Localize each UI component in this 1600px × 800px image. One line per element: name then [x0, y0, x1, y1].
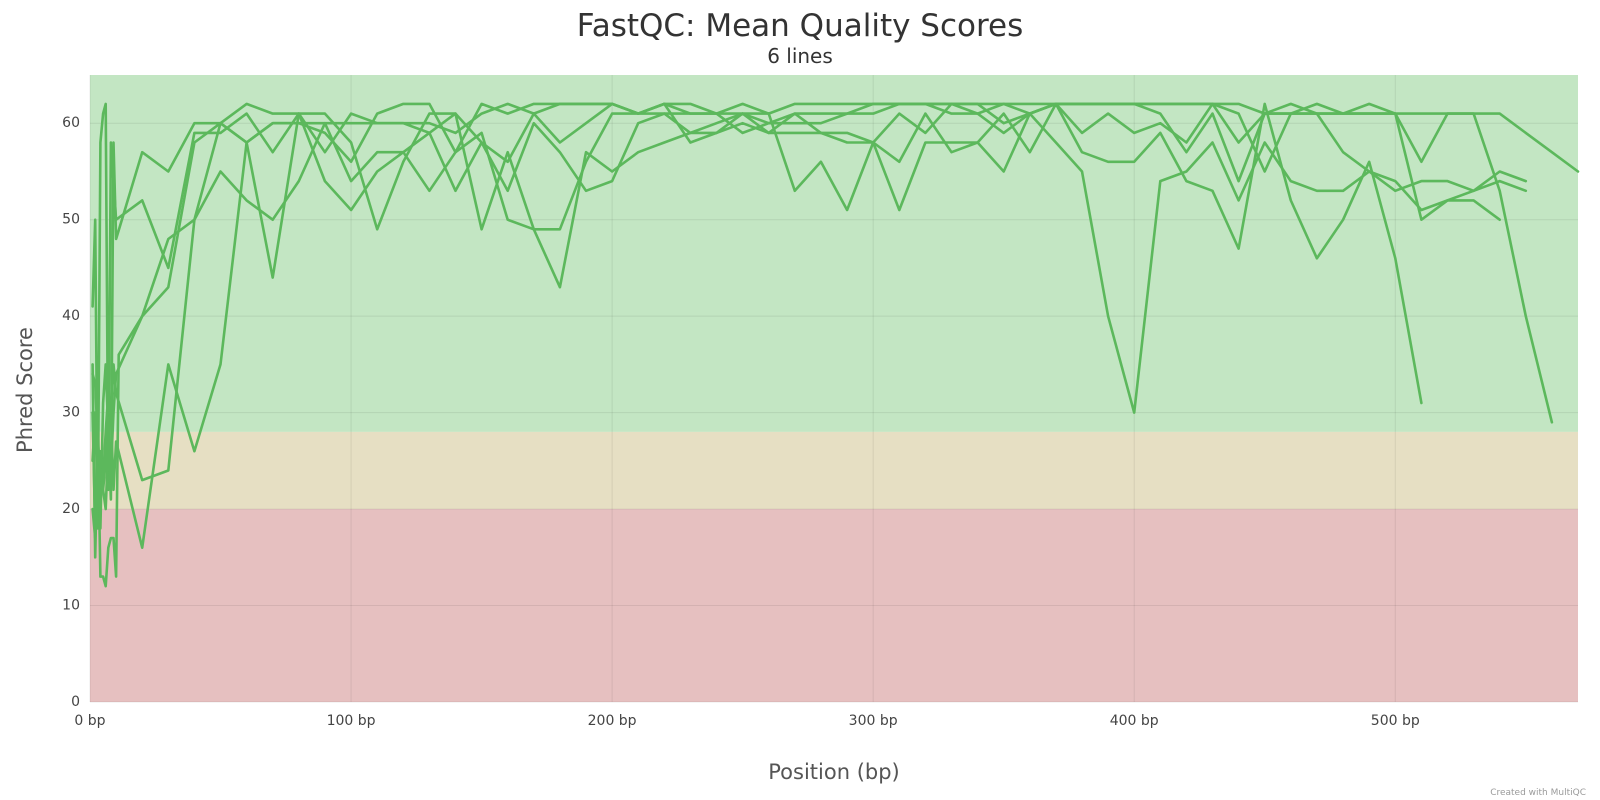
x-tick-label: 200 bp: [588, 713, 637, 729]
x-tick-label: 500 bp: [1371, 713, 1420, 729]
chart-title: FastQC: Mean Quality Scores: [576, 8, 1024, 44]
y-axis-label: Phred Score: [13, 327, 37, 453]
x-tick-label: 300 bp: [849, 713, 898, 729]
series-line-4[interactable]: [91, 102, 1528, 530]
x-tick-label: 400 bp: [1110, 713, 1159, 729]
band-2: [90, 509, 1578, 702]
y-tick-label: 50: [62, 212, 80, 228]
quality-bands: [90, 75, 1578, 702]
y-tick-label: 30: [62, 405, 80, 421]
series-lines: [91, 102, 1580, 588]
x-axis-label: Position (bp): [768, 760, 900, 784]
x-axis-ticks: 0 bp 100 bp 200 bp 300 bp 400 bp 500 bp: [74, 713, 1419, 729]
series-line-5[interactable]: [91, 112, 1528, 549]
y-tick-label: 60: [62, 115, 80, 131]
y-axis-ticks: 0 10 20 30 40 50 60: [62, 115, 80, 710]
band-1: [90, 431, 1578, 510]
chart-subtitle: 6 lines: [767, 44, 833, 68]
grid-lines: [89, 75, 1578, 703]
credit-text: Created with MultiQC: [1490, 788, 1586, 798]
y-tick-label: 10: [62, 598, 80, 614]
y-tick-label: 20: [62, 501, 80, 517]
series-line-6[interactable]: [91, 102, 1580, 511]
y-tick-label: 40: [62, 308, 80, 324]
x-tick-label: 0 bp: [74, 713, 105, 729]
x-tick-label: 100 bp: [327, 713, 376, 729]
series-line-3[interactable]: [91, 102, 1501, 540]
y-tick-label: 0: [71, 694, 80, 710]
